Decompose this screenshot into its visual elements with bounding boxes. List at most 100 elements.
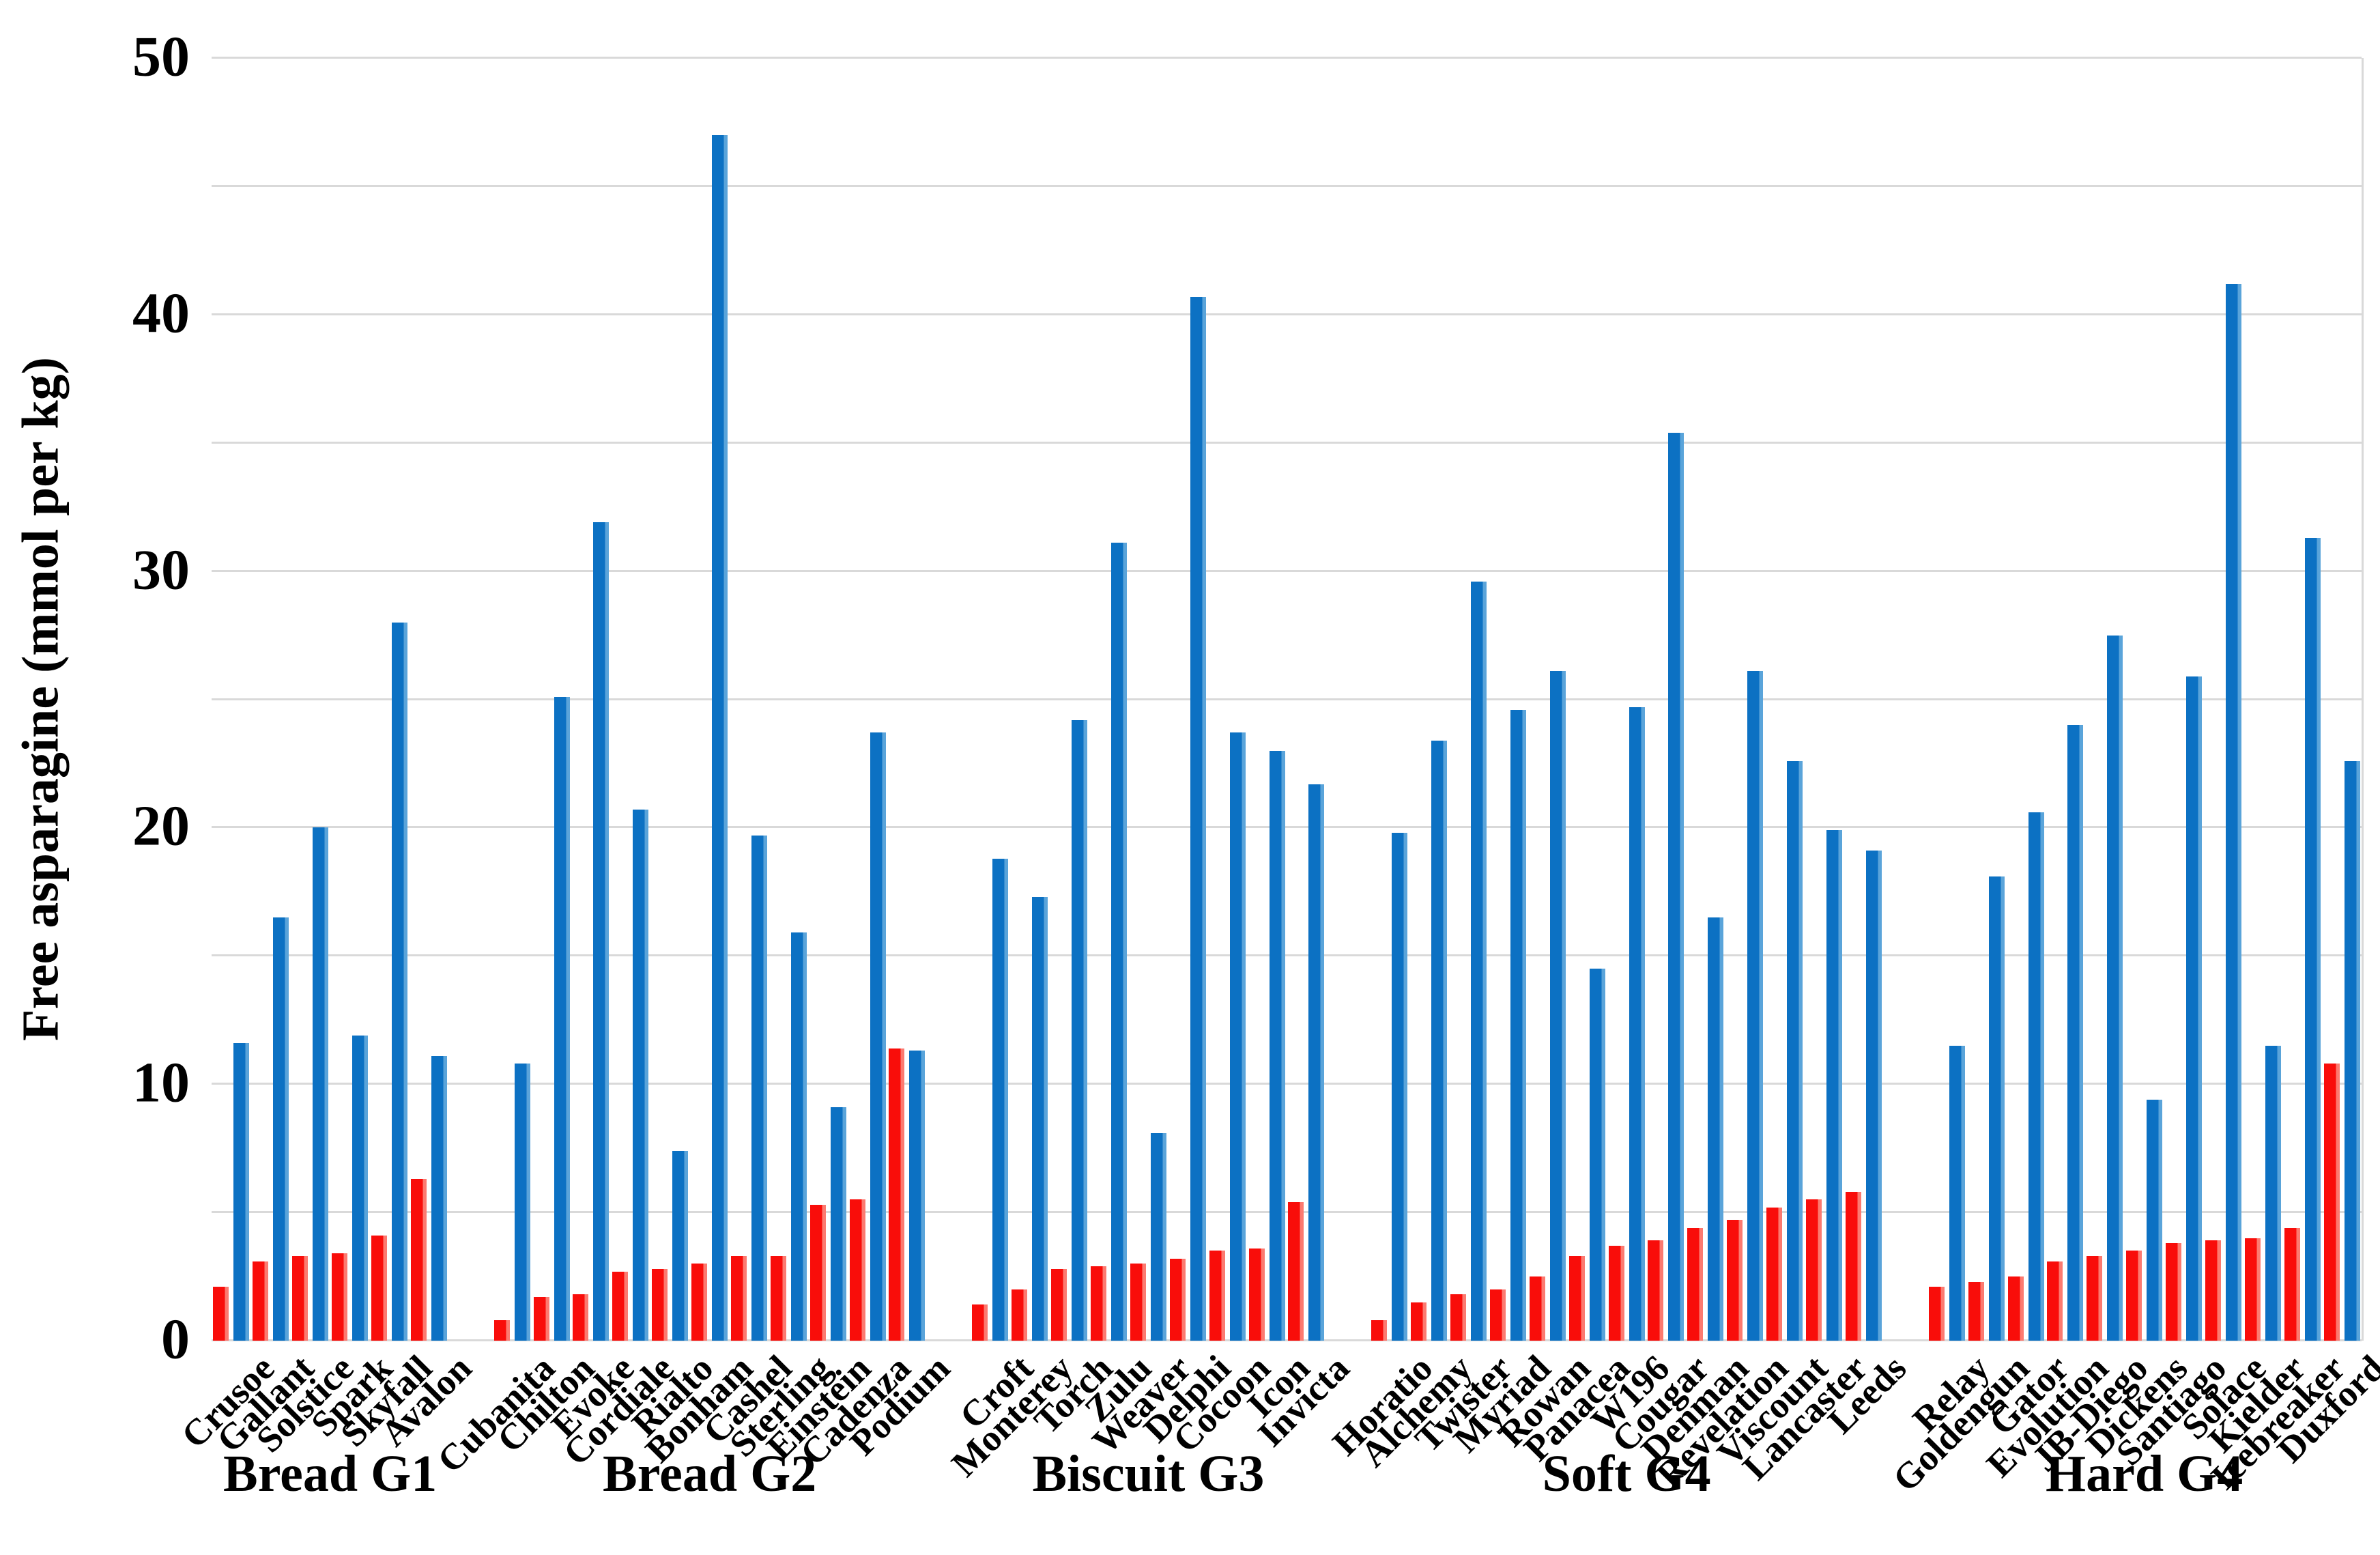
bars-row: Crusoe Gallant Solstice Spark Skyfall Avalon B… <box>173 58 2380 1502</box>
bar-red-icon <box>1248 1248 1265 1341</box>
bar-red-alchemy <box>1411 1302 1427 1341</box>
variety-slot-duxford: Duxford <box>2269 58 2380 1470</box>
gridline-0 <box>212 1339 2362 1341</box>
bar-red-leeds <box>1845 1192 1861 1341</box>
bar-red-santiago <box>2166 1243 2182 1341</box>
variety-slot-solstice: Solstice <box>248 58 361 1460</box>
variety-slot-rowan: Rowan <box>1491 58 1598 1455</box>
bar-red-duxford <box>2323 1064 2340 1341</box>
bar-blue-bonham <box>712 134 728 1341</box>
gridline-25 <box>212 698 2362 700</box>
bar-red-zulu <box>1091 1266 1107 1341</box>
variety-slot-weaver: Weaver <box>1085 58 1199 1461</box>
bar-red-evoke <box>573 1294 589 1341</box>
variety-slot-torch: Torch <box>1026 58 1120 1442</box>
bar-red-relay <box>1928 1287 1945 1341</box>
variety-slot-w196: W196 <box>1583 58 1677 1442</box>
bar-blue-kielder <box>2265 1045 2281 1341</box>
bar-red-icebreaker <box>2284 1227 2300 1341</box>
bar-blue-skyfall <box>391 622 407 1341</box>
variety-slot-cougar: Cougar <box>1604 58 1717 1460</box>
bar-blue-invicta <box>1308 784 1325 1341</box>
variety-slot-chilton: Chilton <box>489 58 602 1460</box>
bar-red-cadenza <box>849 1199 865 1341</box>
bar-blue-monterey <box>1032 896 1048 1341</box>
bar-red-denman <box>1687 1227 1704 1341</box>
bar-blue-rowan <box>1549 671 1566 1341</box>
bar-blue-dickens <box>2147 1099 2163 1341</box>
bar-blue-crusoe <box>233 1043 250 1341</box>
bar-red-skyfall <box>371 1235 387 1341</box>
bar-blue-lancaster <box>1826 830 1842 1341</box>
bar-red-weaver <box>1130 1264 1146 1341</box>
bar-blue-solstice <box>313 827 329 1341</box>
bar-red-torch <box>1051 1268 1067 1341</box>
bar-red-gator <box>2007 1276 2024 1341</box>
bar-blue-rialto <box>672 1150 689 1341</box>
variety-slot-cordiale: Cordiale <box>556 58 681 1473</box>
bar-blue-horatio <box>1392 832 1408 1341</box>
gridline-45 <box>212 184 2362 187</box>
bar-group-biscuit-g3: Croft Monterey Torch Zulu Weaver Delphi Cocoon… <box>943 58 1357 1502</box>
bar-blue-evoke <box>593 522 610 1341</box>
y-tick-label-20: 20 <box>132 794 190 858</box>
variety-slot-alchemy: Alchemy <box>1352 58 1480 1475</box>
bar-red-invicta <box>1288 1202 1304 1341</box>
bar-blue-panacea <box>1589 969 1605 1341</box>
y-tick-label-0: 0 <box>161 1307 190 1371</box>
variety-slot-zulu: Zulu <box>1077 58 1160 1430</box>
variety-slot-evoke: Evoke <box>543 58 642 1446</box>
variety-slot-evolution: Evolution <box>1979 58 2116 1485</box>
variety-slot-avalon: Avalon <box>373 58 480 1454</box>
bar-blue-icebreaker <box>2304 537 2321 1341</box>
group-label-hard-g4: Hard G4 <box>2046 1445 2243 1502</box>
bar-red-myriad <box>1489 1289 1506 1341</box>
bar-red-w196 <box>1608 1245 1624 1341</box>
bar-red-horatio <box>1371 1319 1388 1341</box>
bar-red-rowan <box>1529 1276 1545 1341</box>
bar-red-twister <box>1450 1294 1467 1341</box>
bar-blue-cashel <box>751 835 767 1341</box>
group-label-soft-g4: Soft G4 <box>1542 1445 1711 1502</box>
bar-blue-denman <box>1708 917 1724 1341</box>
bar-red-goldengun <box>1968 1281 1984 1341</box>
bar-blue-duxford <box>2344 760 2360 1341</box>
bar-blue-gallant <box>273 917 289 1341</box>
bar-red-panacea <box>1568 1256 1585 1341</box>
bar-blue-solace <box>2225 283 2241 1341</box>
bar-group-soft-g4: Horatio Alchemy Twister Myriad Rowan Panacea W… <box>1324 58 1915 1502</box>
group-label-biscuit-g3: Biscuit G3 <box>1032 1445 1265 1502</box>
bar-blue-cougar <box>1668 432 1684 1341</box>
gridline-40 <box>212 313 2362 315</box>
bar-blue-cordiale <box>633 810 649 1341</box>
bar-red-solace <box>2205 1240 2221 1341</box>
gridline-50 <box>212 57 2362 59</box>
variety-slot-revelation: Revelation <box>1648 58 1796 1495</box>
y-tick-label-30: 30 <box>132 537 190 601</box>
bar-blue-gator <box>2028 812 2044 1341</box>
variety-slot-kielder: Kielder <box>2200 58 2314 1460</box>
y-tick-label-50: 50 <box>132 25 190 89</box>
bar-blue-weaver <box>1150 1132 1166 1341</box>
bar-red-bonham <box>691 1264 708 1341</box>
variety-slot-dickens: Dickens <box>2078 58 2195 1465</box>
bar-blue-einstein <box>830 1107 846 1341</box>
gridline-35 <box>212 441 2362 444</box>
bar-blue-alchemy <box>1431 740 1448 1341</box>
variety-slot-gator: Gator <box>1981 58 2076 1443</box>
bar-blue-cocoon <box>1229 732 1246 1341</box>
bar-blue-chilton <box>554 696 570 1341</box>
bar-red-avalon <box>410 1179 427 1341</box>
bar-blue-relay <box>1949 1045 1965 1341</box>
variety-slot-icon: Icon <box>1239 58 1317 1425</box>
gridline-5 <box>212 1211 2362 1214</box>
bar-red-rialto <box>652 1268 668 1341</box>
bar-red-cocoon <box>1209 1251 1225 1341</box>
variety-slot-bonham: Bonham <box>637 58 760 1470</box>
variety-slot-gallant: Gallant <box>209 58 321 1460</box>
bar-red-revelation <box>1727 1220 1743 1341</box>
variety-slot-cubanita: Cubanita <box>429 58 563 1481</box>
bar-blue-cadenza <box>870 732 886 1341</box>
y-axis: 0 10 20 30 40 50 <box>0 28 199 1368</box>
